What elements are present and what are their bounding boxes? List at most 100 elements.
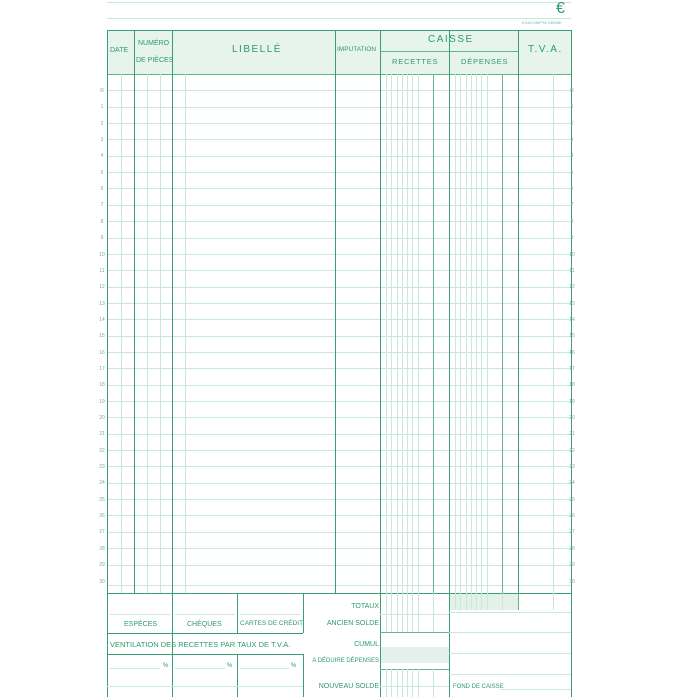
rule-line bbox=[386, 74, 387, 593]
rule-line bbox=[380, 686, 449, 687]
rule-line bbox=[433, 593, 434, 632]
rule-line bbox=[518, 593, 520, 610]
rule-line bbox=[553, 593, 554, 610]
row-number: 2 bbox=[100, 120, 104, 127]
rule-line bbox=[460, 593, 461, 610]
row-number: 20 bbox=[99, 415, 105, 421]
row-number: 12 bbox=[99, 284, 105, 291]
row-number: 20 bbox=[569, 415, 575, 421]
rule-line bbox=[553, 74, 554, 593]
label-cumul: CUMUL bbox=[354, 641, 379, 648]
rule-line bbox=[107, 466, 571, 468]
label-ancien-solde: ANCIEN SOLDE bbox=[326, 620, 379, 627]
rule-line bbox=[471, 74, 472, 593]
row-number: 15 bbox=[569, 333, 575, 340]
rule-line bbox=[107, 90, 571, 92]
rule-line bbox=[107, 30, 571, 32]
rule-line bbox=[471, 593, 472, 610]
rule-line bbox=[407, 74, 408, 593]
row-number: 2 bbox=[570, 120, 574, 127]
rule-line bbox=[397, 593, 398, 632]
row-number: 11 bbox=[99, 267, 105, 274]
rule-line bbox=[110, 668, 160, 669]
rule-line bbox=[433, 74, 435, 593]
row-number: 18 bbox=[569, 382, 575, 389]
rule-line bbox=[412, 593, 413, 632]
rule-line bbox=[380, 593, 382, 697]
label-cartes: CARTES DE CRÉDIT bbox=[240, 620, 304, 627]
row-number: 10 bbox=[99, 251, 105, 258]
rule-line bbox=[107, 433, 571, 435]
rule-line bbox=[107, 686, 303, 687]
rule-line bbox=[418, 669, 419, 697]
rule-line bbox=[380, 51, 382, 593]
rule-line bbox=[172, 593, 174, 697]
row-number: 4 bbox=[100, 153, 104, 160]
row-number: 21 bbox=[99, 431, 105, 438]
header-imputation: IMPUTATION bbox=[337, 46, 377, 53]
rule-line bbox=[107, 30, 109, 593]
rule-line bbox=[481, 593, 482, 610]
row-number: 13 bbox=[569, 300, 575, 307]
rule-line bbox=[571, 30, 573, 593]
row-number: 25 bbox=[99, 496, 105, 503]
rule-line bbox=[391, 669, 392, 697]
rule-line bbox=[134, 30, 136, 593]
rule-line bbox=[107, 139, 571, 141]
rule-line bbox=[460, 74, 461, 593]
percent-1: % bbox=[163, 663, 169, 669]
rule-line bbox=[107, 499, 571, 501]
rule-line bbox=[107, 450, 571, 452]
row-number: 19 bbox=[569, 398, 575, 405]
rule-line bbox=[107, 531, 571, 533]
rule-line bbox=[407, 669, 408, 697]
cumul-shade bbox=[381, 647, 449, 663]
rule-line bbox=[172, 30, 174, 593]
header-tva: T.V.A. bbox=[528, 44, 563, 55]
rule-line bbox=[107, 351, 571, 353]
rule-line bbox=[107, 564, 571, 566]
rule-line bbox=[107, 401, 571, 402]
rule-line bbox=[418, 593, 419, 632]
rule-line bbox=[397, 74, 398, 593]
header-caisse: CAISSE bbox=[428, 34, 474, 45]
label-especes: ESPÈCES bbox=[124, 621, 158, 628]
rule-line bbox=[466, 74, 467, 593]
rule-line bbox=[380, 632, 449, 634]
rule-line bbox=[240, 614, 300, 615]
row-number: 27 bbox=[569, 529, 575, 536]
row-number: 25 bbox=[569, 496, 575, 503]
row-number: 3 bbox=[100, 137, 104, 144]
row-number: 21 bbox=[569, 431, 575, 438]
rule-line bbox=[335, 30, 337, 593]
rule-line bbox=[500, 689, 571, 690]
row-number: 14 bbox=[569, 316, 575, 323]
rule-line bbox=[107, 204, 571, 206]
rule-line bbox=[107, 123, 571, 125]
rule-line bbox=[386, 593, 387, 632]
rule-line bbox=[397, 669, 398, 697]
row-number: 22 bbox=[99, 447, 105, 454]
rule-line bbox=[449, 674, 571, 675]
rule-line bbox=[107, 106, 571, 108]
rule-line bbox=[518, 30, 520, 593]
rule-line bbox=[121, 74, 122, 593]
label-ventilation: VENTILATION DES RECETTES PAR TAUX DE T.V… bbox=[110, 640, 291, 649]
rule-line bbox=[107, 335, 571, 337]
rule-line bbox=[107, 593, 571, 595]
row-number: 27 bbox=[99, 529, 105, 536]
rule-line bbox=[107, 172, 571, 174]
rule-line bbox=[107, 237, 571, 239]
rule-line bbox=[110, 614, 170, 615]
row-number: 30 bbox=[569, 578, 575, 585]
row-number: 26 bbox=[99, 513, 105, 520]
row-number: 6 bbox=[100, 186, 104, 193]
rule-line bbox=[107, 253, 571, 255]
label-nouveau-solde: NOUVEAU SOLDE bbox=[318, 683, 379, 690]
label-fond-de-caisse: FOND DE CAISSE bbox=[453, 684, 504, 690]
rule-line bbox=[476, 593, 477, 610]
rule-line bbox=[237, 593, 239, 633]
row-number: 30 bbox=[99, 578, 105, 585]
rule-line bbox=[412, 74, 413, 593]
rule-line bbox=[402, 669, 403, 697]
